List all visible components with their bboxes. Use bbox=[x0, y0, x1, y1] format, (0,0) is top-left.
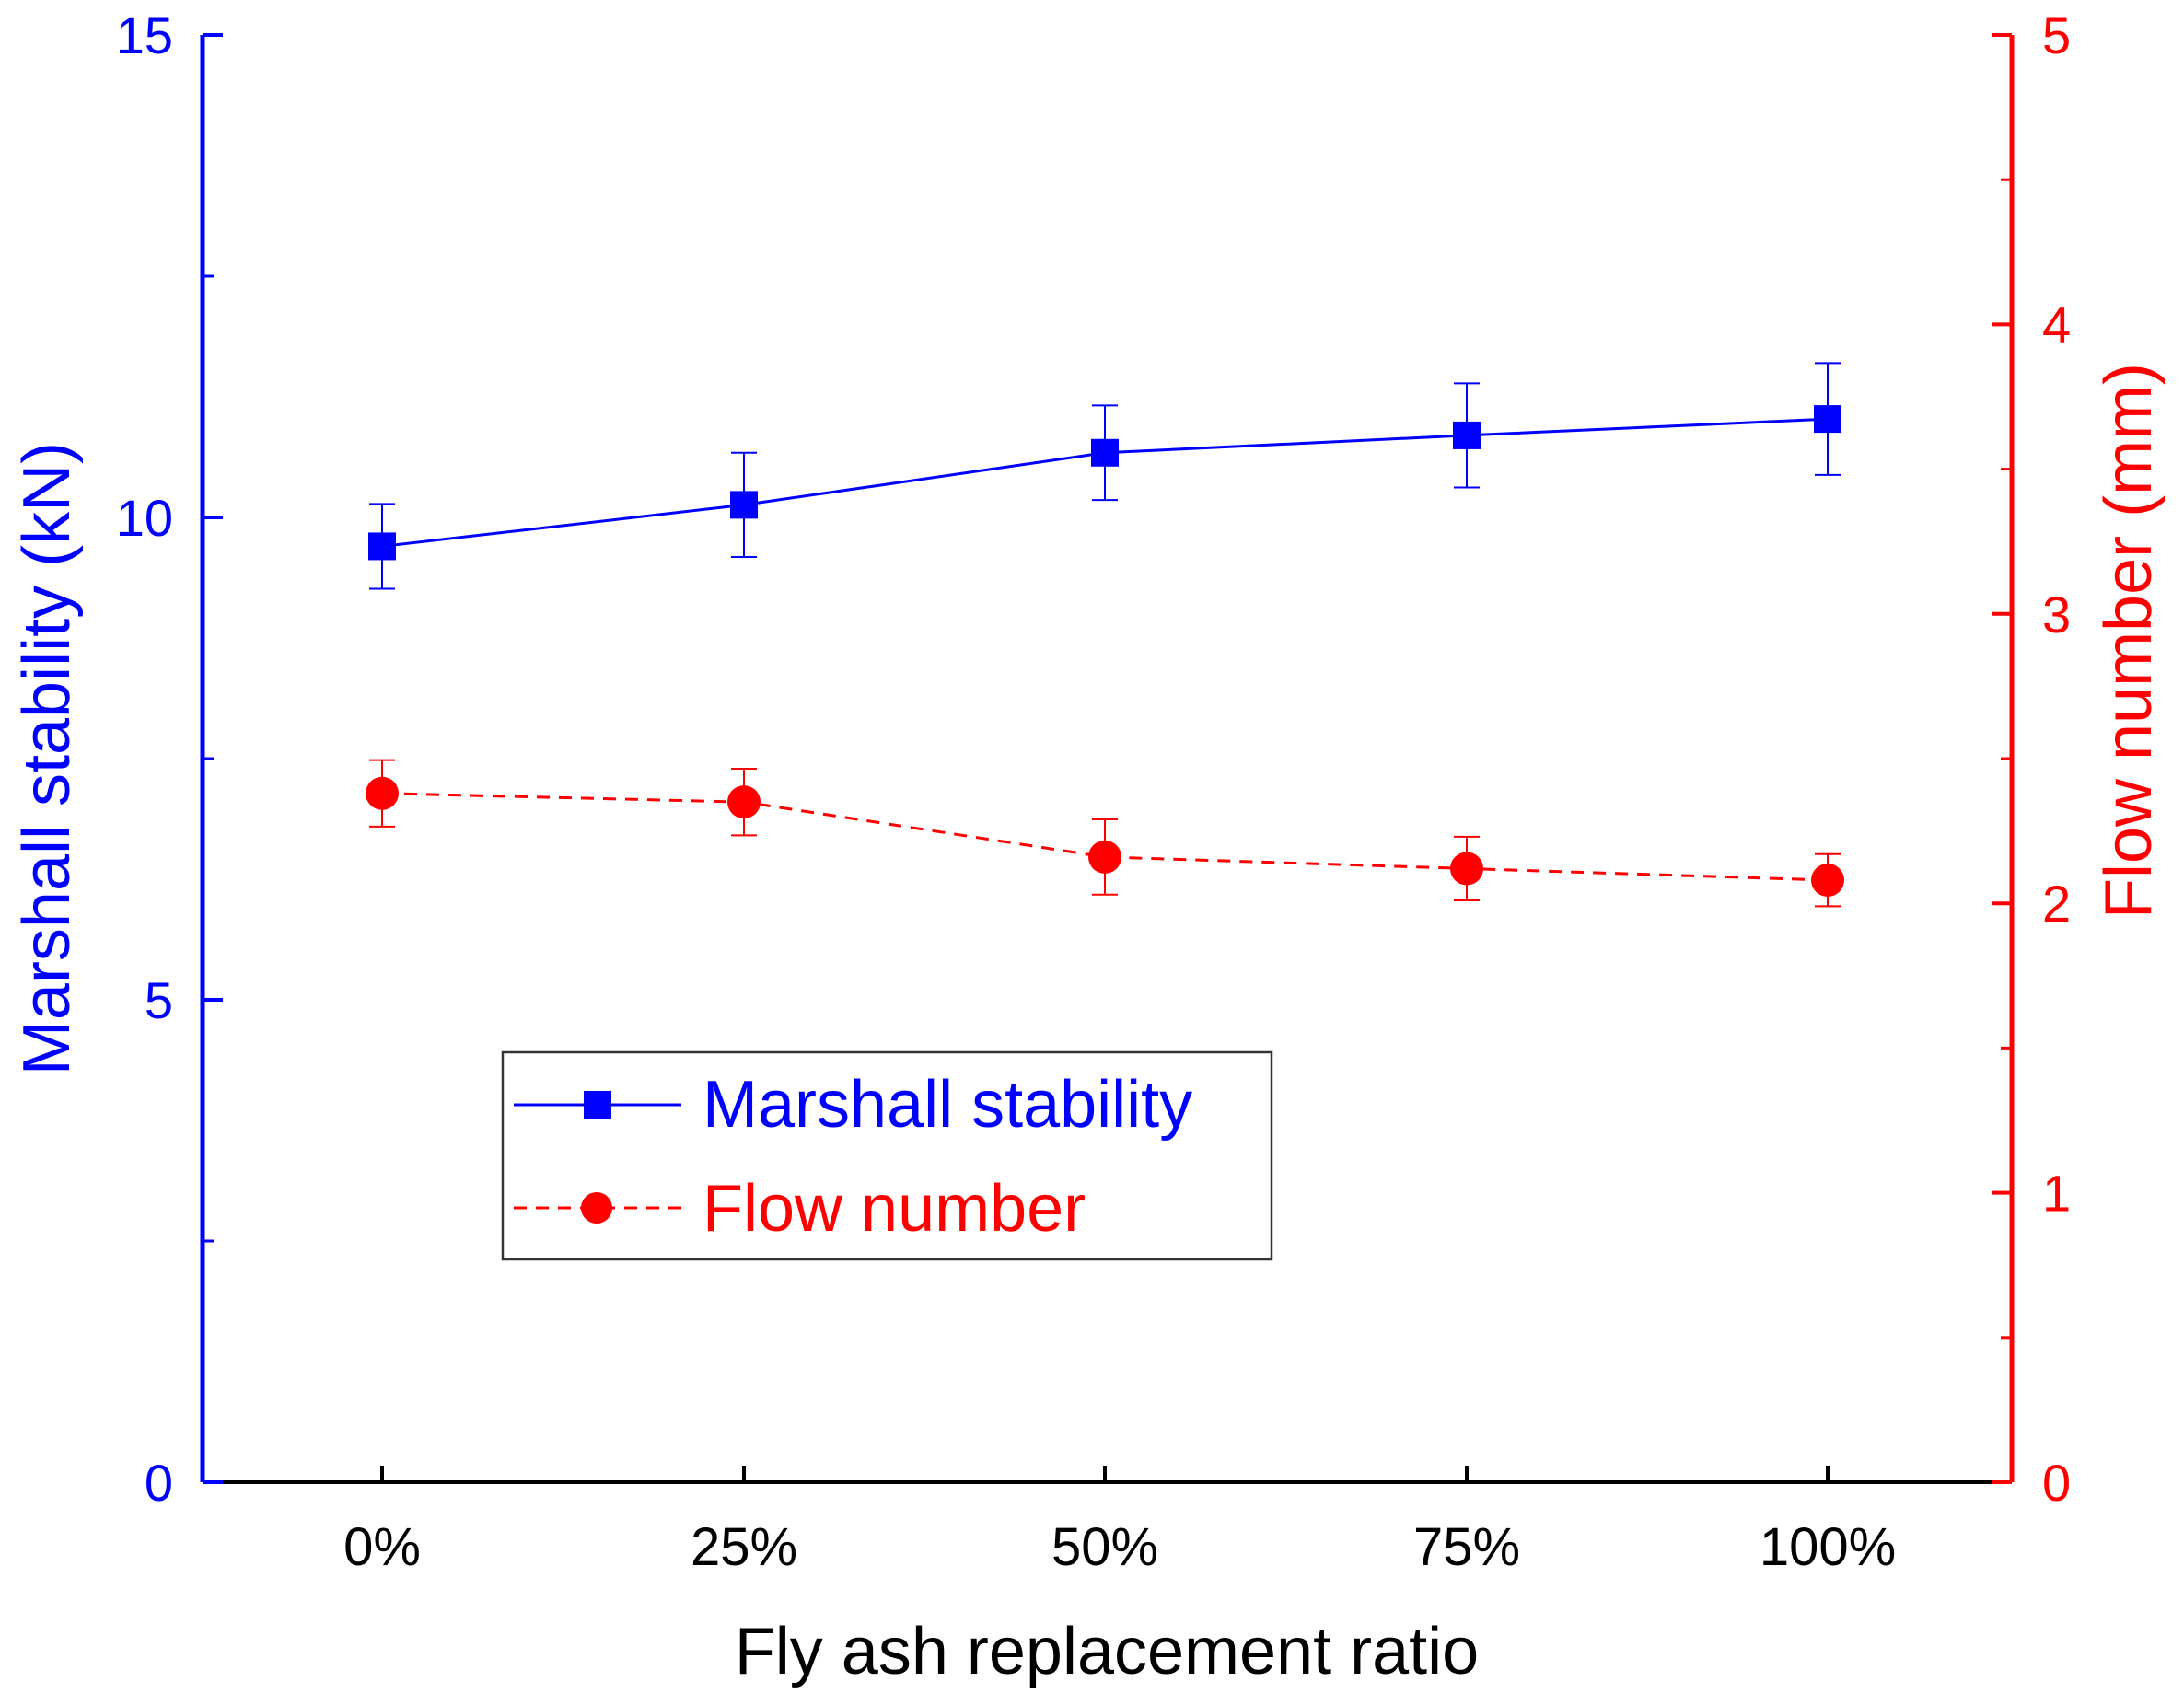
marshall-point bbox=[1453, 421, 1481, 449]
left-y-axis-title: Marshall stability (kN) bbox=[10, 442, 84, 1075]
legend-marshall-label: Marshall stability bbox=[703, 1068, 1192, 1142]
right-y-tick-label: 0 bbox=[2042, 1454, 2071, 1512]
x-axis-title: Fly ash replacement ratio bbox=[735, 1615, 1479, 1688]
left-y-tick-label: 0 bbox=[145, 1454, 173, 1512]
legend-flow-marker bbox=[581, 1192, 612, 1224]
marshall-point bbox=[368, 532, 396, 561]
right-y-tick-label: 3 bbox=[2042, 586, 2071, 644]
flow-point bbox=[1811, 864, 1844, 898]
marshall-point bbox=[1814, 405, 1841, 434]
right-y-tick-label: 1 bbox=[2042, 1165, 2071, 1223]
legend-flow-label: Flow number bbox=[703, 1172, 1086, 1246]
flow-point bbox=[366, 776, 399, 810]
x-tick-label: 0% bbox=[343, 1517, 421, 1577]
x-tick-label: 25% bbox=[691, 1517, 797, 1577]
left-y-tick-label: 5 bbox=[145, 971, 173, 1029]
flow-point bbox=[1450, 852, 1483, 886]
right-y-tick-label: 2 bbox=[2042, 875, 2071, 933]
marshall-point bbox=[1091, 438, 1119, 467]
x-tick-label: 50% bbox=[1051, 1517, 1158, 1577]
right-y-axis-title: Flow number (mm) bbox=[2092, 363, 2166, 919]
series-layer bbox=[366, 362, 1844, 908]
left-y-ticks: 0 5 10 15 bbox=[116, 6, 223, 1512]
legend-box bbox=[501, 1050, 1273, 1261]
legend: Marshall stability Flow number bbox=[501, 1050, 1273, 1261]
marshall-point bbox=[730, 491, 758, 519]
x-ticks: 0% 25% 50% 75% 100% bbox=[343, 1466, 1896, 1577]
legend-marshall-marker bbox=[584, 1091, 611, 1119]
x-tick-label: 100% bbox=[1760, 1517, 1896, 1577]
left-y-tick-label: 10 bbox=[116, 489, 173, 547]
right-y-tick-label: 5 bbox=[2042, 6, 2071, 64]
right-y-tick-label: 4 bbox=[2042, 296, 2071, 354]
flow-point bbox=[1088, 840, 1121, 874]
left-y-tick-label: 15 bbox=[116, 6, 173, 64]
x-tick-label: 75% bbox=[1413, 1517, 1520, 1577]
flow-point bbox=[727, 785, 761, 819]
right-y-ticks: 0 1 2 3 4 5 bbox=[1992, 6, 2071, 1512]
